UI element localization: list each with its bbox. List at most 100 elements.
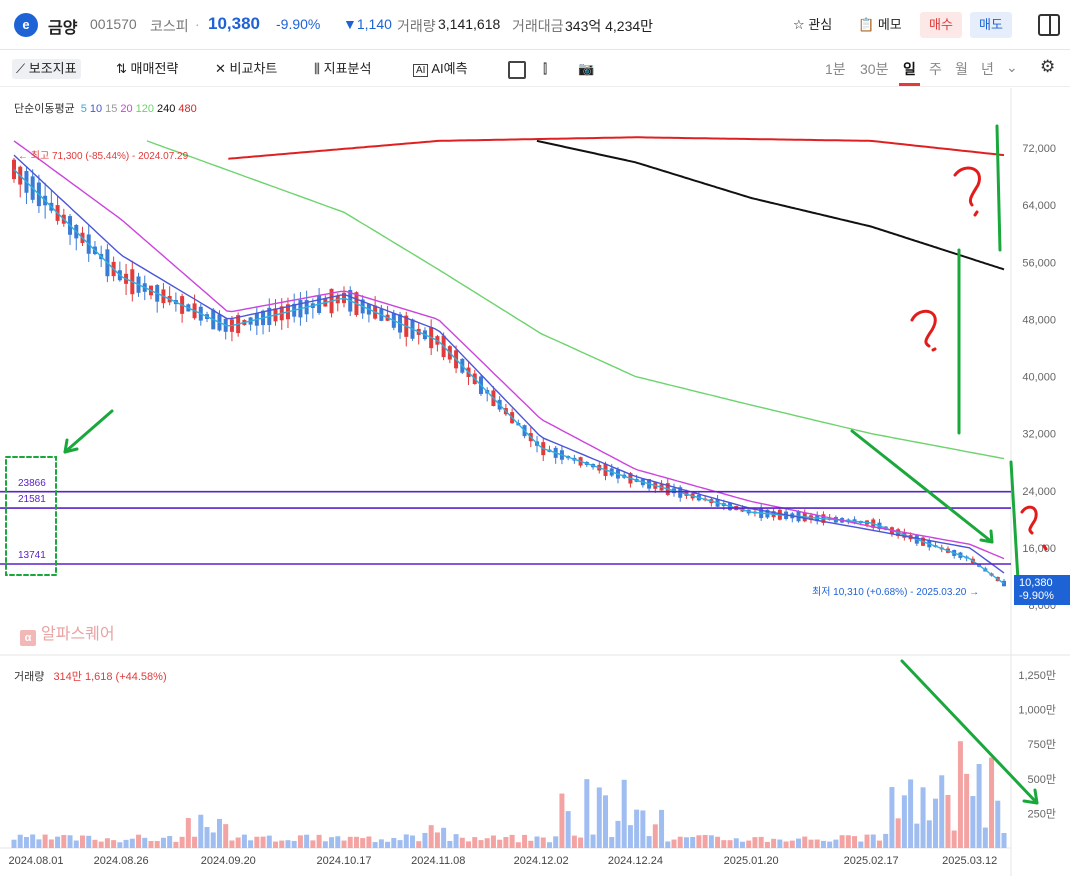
volume-bar — [802, 836, 808, 848]
volume-bar — [895, 818, 901, 848]
volume-bar — [48, 839, 54, 848]
star-icon: ☆ — [793, 17, 805, 32]
volume-tick-label: 500만 — [1028, 773, 1056, 786]
volume-bar — [490, 835, 496, 848]
volume-tick-label: 1,250만 — [1018, 669, 1056, 682]
current-price-badge-value: 10,380 — [1019, 577, 1053, 589]
volume-bar — [466, 841, 472, 848]
stock-header: e 금양 001570 코스피 · 10,380 -9.90% ▼1,140 거… — [0, 0, 1070, 50]
volume-bar — [982, 827, 988, 848]
ma-line-5 — [13, 168, 1005, 585]
period-year[interactable]: 년 — [981, 61, 994, 77]
volume-bar — [497, 839, 503, 848]
annotation-dashed-box — [5, 456, 57, 576]
buy-button[interactable]: 매수 — [920, 12, 962, 38]
sell-button[interactable]: 매도 — [970, 12, 1012, 38]
volume-bar — [92, 839, 98, 848]
ma-legend-item: 480 — [178, 103, 197, 115]
period-30min[interactable]: 30분 — [860, 61, 889, 77]
volume-bar — [403, 834, 409, 848]
separator-dot: · — [195, 16, 200, 32]
volume-bar — [746, 840, 752, 848]
volume-bar — [546, 842, 552, 848]
side-panel-icon[interactable] — [1038, 14, 1060, 36]
volume-bar — [721, 840, 727, 848]
date-tick-label: 2024.09.20 — [201, 855, 256, 867]
volume-bar — [198, 814, 204, 848]
camera-icon[interactable]: 📷 — [578, 61, 595, 76]
candles-icon: ⫼ — [314, 61, 320, 76]
high-price-annotation: ← 최고 71,300 (-85.44%) - 2024.07.29 — [18, 151, 189, 162]
volume-bar — [478, 840, 484, 848]
volume-bar — [640, 810, 646, 848]
volume-bar — [428, 825, 434, 848]
chevron-down-icon[interactable]: ⌄ — [1006, 59, 1018, 75]
volume-bar — [646, 836, 652, 848]
volume-bar — [378, 839, 384, 848]
volume-label: 거래량 — [397, 18, 436, 34]
volume-bar — [223, 824, 229, 848]
volume-bar — [609, 837, 615, 848]
volume-bar — [248, 840, 254, 848]
volume-bar — [833, 839, 839, 848]
stock-code: 001570 — [90, 16, 137, 32]
price-tick-label: 32,000 — [1022, 429, 1056, 441]
period-day[interactable]: 일 — [899, 61, 920, 86]
period-month[interactable]: 월 — [955, 61, 968, 77]
volume-bar — [316, 834, 322, 848]
memo-button[interactable]: 📋 메모 — [858, 12, 902, 38]
volume-bar — [796, 838, 802, 848]
favorite-button[interactable]: ☆ 관심 — [793, 12, 832, 38]
square-toggle-icon[interactable] — [508, 61, 526, 79]
volume-bar — [229, 840, 235, 848]
volume-bar — [777, 839, 783, 848]
volume-bar — [254, 836, 260, 848]
ma-line-240 — [536, 139, 1005, 271]
volume-bar — [329, 837, 335, 848]
volume-bar — [789, 840, 795, 848]
volume-bar — [914, 823, 920, 848]
compare-button[interactable]: ✕ 비교차트 — [215, 59, 277, 79]
gear-icon[interactable]: ⚙ — [1040, 57, 1056, 76]
volume-bar — [341, 840, 347, 848]
volume-bar — [827, 841, 833, 848]
period-week[interactable]: 주 — [929, 61, 942, 77]
ai-predict-label: AI예측 — [431, 61, 468, 76]
alpha-icon: α — [20, 630, 36, 646]
volume-bar — [683, 837, 689, 848]
volume-bar — [266, 835, 272, 848]
ma-line-120 — [146, 140, 1005, 460]
volume-bar — [509, 834, 515, 848]
current-price: 10,380 — [208, 14, 260, 33]
volume-bar — [304, 834, 310, 848]
analysis-button[interactable]: ⫼ 지표분석 — [314, 59, 371, 79]
volume-bar — [621, 779, 627, 848]
company-logo-icon: e — [14, 13, 38, 37]
volume-bar — [192, 836, 198, 848]
indicators-button[interactable]: ⟋ 보조지표 — [12, 59, 81, 79]
volume-bar — [235, 837, 241, 848]
line-chart-icon: ⟋ — [16, 61, 26, 76]
volume-bar — [715, 836, 721, 848]
date-tick-label: 2024.08.01 — [8, 855, 63, 867]
brand-watermark: α 알파스퀘어 — [20, 620, 115, 646]
volume-bar — [814, 839, 820, 848]
volume-bar — [310, 840, 316, 848]
price-tick-label: 56,000 — [1022, 257, 1056, 269]
volume-bar — [17, 834, 23, 848]
annotation-arrow-volume — [900, 659, 1039, 805]
strategy-button[interactable]: ⇅ 매매전략 — [116, 59, 178, 79]
volume-bar — [347, 836, 353, 848]
volume-bar — [989, 757, 995, 848]
date-tick-label: 2024.08.26 — [94, 855, 149, 867]
ai-predict-button[interactable]: AI AI예측 — [413, 59, 468, 81]
volume-bar — [590, 834, 596, 848]
annotation-vline-1 — [995, 124, 1002, 252]
period-1min[interactable]: 1분 — [825, 61, 846, 77]
volume-bar — [260, 836, 266, 848]
ma-legend-title: 단순이동평균 — [14, 103, 75, 115]
volume-bar — [416, 841, 422, 848]
candle-type-icon[interactable]: ⫿ — [543, 61, 548, 76]
current-price-badge-pct: -9.90% — [1019, 590, 1054, 602]
